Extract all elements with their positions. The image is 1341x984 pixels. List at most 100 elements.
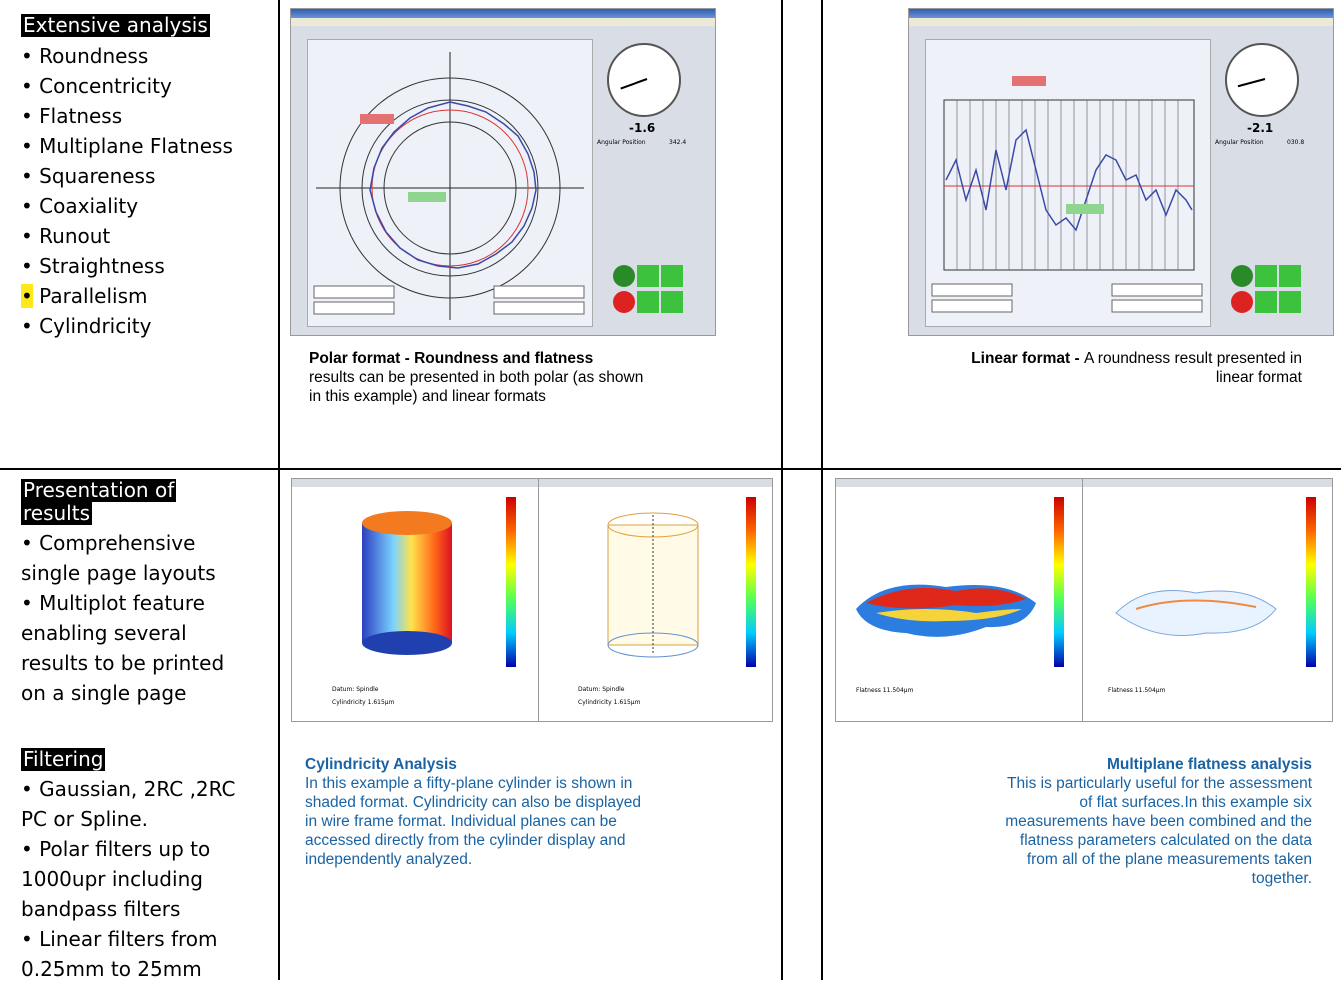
caption-line: measurements have been combined and the	[1005, 813, 1312, 830]
gauge-value: -2.1	[1247, 121, 1274, 135]
text-line: single page layouts	[21, 561, 216, 585]
flatness-surface-wireframe	[1115, 590, 1277, 636]
result-box	[493, 285, 585, 299]
result-box	[931, 299, 1013, 313]
gauge-dial	[1225, 43, 1299, 117]
polar-ring	[361, 99, 539, 277]
result-box	[1111, 283, 1203, 297]
heading-presentation-line1: Presentation of	[21, 478, 177, 502]
text-line: enabling several	[21, 621, 187, 645]
left-button[interactable]	[661, 265, 683, 287]
caption-line: in wire frame format. Individual planes …	[305, 813, 617, 830]
linear-format-screenshot: -2.1 Angular Position 030.8	[908, 8, 1334, 336]
list-item-label: Concentricity	[39, 74, 172, 98]
linear-plot-panel	[925, 39, 1211, 327]
list-item: • Concentricity	[21, 71, 233, 101]
right-button[interactable]	[1279, 291, 1301, 313]
min-label	[408, 192, 446, 202]
text-line: results to be printed	[21, 651, 225, 675]
reference-circle	[371, 109, 529, 267]
text-line: • Multiplot feature	[21, 591, 205, 615]
caption-line: This is particularly useful for the asse…	[1007, 775, 1312, 792]
caption-line: in this example) and linear formats	[309, 388, 546, 405]
cylinder-top	[362, 511, 452, 535]
linear-caption: Linear format - A roundness result prese…	[850, 349, 1302, 387]
stop-button[interactable]	[613, 291, 635, 313]
window-titlebar	[291, 9, 715, 18]
plot-frame	[943, 99, 1195, 271]
result-box	[1111, 299, 1203, 313]
caption-title: Polar format - Roundness and flatness	[309, 350, 594, 367]
list-item-label: Coaxiality	[39, 194, 139, 218]
column-divider	[781, 0, 783, 980]
bullet: •	[21, 164, 33, 188]
heading-presentation-line2: results	[21, 501, 93, 525]
list-item-label: Multiplane Flatness	[39, 134, 233, 158]
gauge-label: Angular Position	[597, 139, 646, 146]
column-divider	[821, 0, 823, 980]
play-button[interactable]	[1231, 265, 1253, 287]
up-button[interactable]	[1255, 265, 1277, 287]
datum-label: Datum: Spindle	[332, 686, 379, 693]
roundness-trace	[369, 101, 537, 269]
list-item: • Parallelism	[21, 281, 233, 311]
list-item: • Cylindricity	[21, 311, 233, 341]
section-extensive-analysis: Extensive analysis • Roundness • Concent…	[21, 14, 233, 341]
list-item: • Flatness	[21, 101, 233, 131]
list-item: • Coaxiality	[21, 191, 233, 221]
pane-divider	[538, 479, 539, 721]
cylinder-body	[362, 523, 452, 643]
color-scale	[506, 497, 516, 667]
surface-high	[866, 587, 1026, 609]
polar-plot-panel	[307, 39, 593, 327]
result-box	[493, 301, 585, 315]
right-button[interactable]	[661, 291, 683, 313]
color-scale	[746, 497, 756, 667]
down-button[interactable]	[1255, 291, 1277, 313]
down-button[interactable]	[637, 291, 659, 313]
gauge-value: -1.6	[629, 121, 656, 135]
max-label	[1012, 76, 1046, 86]
caption-title: Cylindricity Analysis	[305, 756, 457, 773]
stop-button[interactable]	[1231, 291, 1253, 313]
heading-filtering: Filtering	[21, 747, 106, 771]
bullet: •	[21, 134, 33, 158]
list-item-label: Cylindricity	[39, 314, 152, 338]
bullet: •	[21, 104, 33, 128]
play-button[interactable]	[613, 265, 635, 287]
up-button[interactable]	[637, 265, 659, 287]
cylindricity-value: Cylindricity 1.615μm	[332, 699, 395, 706]
bullet: •	[21, 44, 33, 68]
heading-extensive-analysis: Extensive analysis	[21, 13, 210, 37]
window-titlebar	[909, 9, 1333, 18]
left-button[interactable]	[1279, 265, 1301, 287]
gauge-reading: 342.4	[669, 139, 687, 146]
flatness-screenshot: Flatness 11.504μm Flatness 11.504μm	[835, 478, 1333, 722]
surface-mid	[876, 609, 1022, 622]
text-line: bandpass filters	[21, 897, 181, 921]
color-scale	[1054, 497, 1064, 667]
text-line: on a single page	[21, 681, 187, 705]
window-toolbar	[836, 479, 1332, 487]
polar-ring	[383, 121, 517, 255]
window-toolbar	[292, 479, 772, 487]
min-label	[1066, 204, 1104, 214]
roundness-trace	[945, 128, 1193, 232]
polar-ring	[339, 77, 561, 299]
column-divider	[278, 0, 280, 980]
list-item-label: Roundness	[39, 44, 149, 68]
surface-base	[1115, 590, 1277, 636]
linear-plot	[931, 76, 1203, 313]
cylindricity-caption: Cylindricity Analysis In this example a …	[305, 755, 765, 869]
text-line: • Linear filters from	[21, 927, 218, 951]
caption-line: together.	[1251, 870, 1312, 887]
list-item: • Roundness	[21, 41, 233, 71]
gauge-reading: 030.8	[1287, 139, 1305, 146]
flatness-surface-shaded	[856, 584, 1036, 637]
bullet: •	[21, 74, 33, 98]
list-item-label: Flatness	[39, 104, 123, 128]
caption-line: results can be presented in both polar (…	[309, 369, 644, 386]
gauge-dial	[607, 43, 681, 117]
caption-line: flatness parameters calculated on the da…	[1019, 832, 1312, 849]
max-label	[360, 114, 394, 124]
